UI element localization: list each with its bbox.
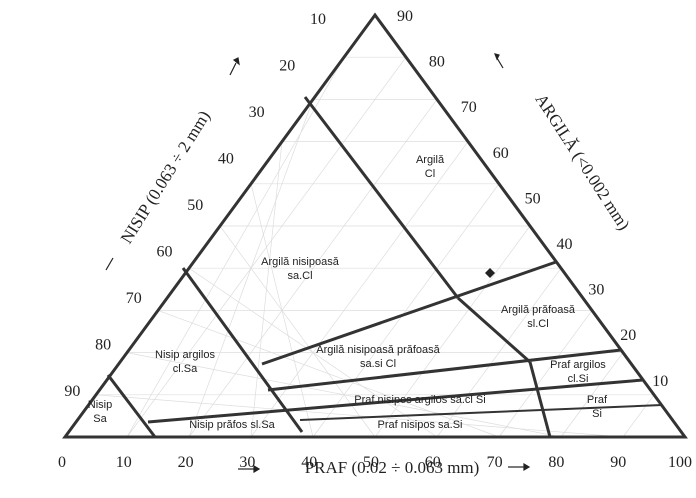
region-name: Nisip bbox=[88, 399, 112, 411]
bottom-tick-label: 40 bbox=[301, 454, 317, 471]
left-tick-label: 10 bbox=[310, 11, 326, 28]
grid-line bbox=[188, 267, 438, 438]
region-name: Nisip argilos bbox=[155, 349, 215, 361]
right-tick-label: 80 bbox=[429, 54, 445, 71]
grid-line bbox=[560, 352, 624, 438]
left-tick-label: 60 bbox=[157, 244, 173, 261]
region-code: cl.Sa bbox=[173, 363, 198, 375]
left-tick-label: 50 bbox=[187, 197, 203, 214]
region-code: Sa bbox=[93, 413, 107, 425]
bottom-tick-label: 90 bbox=[610, 454, 626, 471]
right-tick-label: 90 bbox=[397, 8, 413, 25]
grid-line bbox=[622, 394, 655, 438]
bottom-tick-label: 30 bbox=[239, 454, 255, 471]
bottom-tick-label: 70 bbox=[487, 454, 503, 471]
region-name: Praf bbox=[587, 394, 608, 406]
bottom-tick-label: 20 bbox=[178, 454, 194, 471]
left-axis-title: NISIP (0.063 ÷ 2 mm) bbox=[117, 107, 214, 247]
grid-line bbox=[95, 394, 624, 438]
left-tick-label: 90 bbox=[64, 383, 80, 400]
bottom-tick-label: 0 bbox=[58, 454, 66, 471]
region-name: Praf nisipos argilos sa.cl Si bbox=[354, 394, 485, 406]
bottom-tick-label: 100 bbox=[668, 454, 692, 471]
right-tick-label: 40 bbox=[557, 236, 573, 253]
region-name: Nisip prăfos sl.Sa bbox=[189, 419, 275, 431]
bottom-tick-label: 50 bbox=[363, 454, 379, 471]
bottom-tick-label: 80 bbox=[548, 454, 564, 471]
grid-line bbox=[157, 310, 500, 438]
grid bbox=[95, 56, 655, 438]
left-tick-label: 30 bbox=[249, 104, 265, 121]
region-code: sa.Cl bbox=[287, 270, 312, 282]
right-axis-title: ARGILĂ (<0.002 mm) bbox=[532, 90, 634, 233]
region-code: cl.Si bbox=[568, 373, 589, 385]
arrows bbox=[105, 53, 531, 474]
region-name: Argilă prăfoasă bbox=[501, 304, 576, 316]
right-tick-label: 60 bbox=[493, 145, 509, 162]
right-tick-label: 30 bbox=[588, 282, 604, 299]
grid-line bbox=[219, 225, 376, 438]
region-code: Si bbox=[592, 408, 602, 420]
triangle bbox=[62, 12, 688, 439]
region-code: sl.Cl bbox=[527, 318, 548, 330]
bottom-tick-label: 60 bbox=[425, 454, 441, 471]
grid-line bbox=[250, 141, 469, 438]
region-name: Argilă bbox=[416, 154, 445, 166]
region-name: Praf nisipos sa.Si bbox=[378, 419, 463, 431]
left-tick-label: 80 bbox=[95, 337, 111, 354]
boundaries bbox=[106, 96, 663, 438]
point-marker bbox=[485, 268, 495, 278]
left-tick-label: 70 bbox=[126, 290, 142, 307]
right-tick-label: 20 bbox=[620, 327, 636, 344]
right-tick-label: 70 bbox=[461, 99, 477, 116]
left-tick-label: 40 bbox=[218, 151, 234, 168]
bottom-axis-title: PRAF (0.02 ÷ 0.063 mm) bbox=[305, 458, 480, 477]
region-name: Praf argilos bbox=[550, 359, 606, 371]
left-tick-label: 20 bbox=[279, 58, 295, 75]
right-tick-label: 50 bbox=[525, 190, 541, 207]
right-tick-label: 10 bbox=[652, 373, 668, 390]
grid-line bbox=[436, 267, 562, 438]
region-code: Cl bbox=[425, 168, 435, 180]
grid-line bbox=[126, 352, 562, 438]
grid-line bbox=[498, 310, 593, 438]
region-name: Argilă nisipoasă bbox=[261, 256, 340, 268]
region-code: sa.si Cl bbox=[360, 358, 396, 370]
bottom-tick-label: 10 bbox=[116, 454, 132, 471]
region-name: Argilă nisipoasă prăfoasă bbox=[316, 344, 440, 356]
